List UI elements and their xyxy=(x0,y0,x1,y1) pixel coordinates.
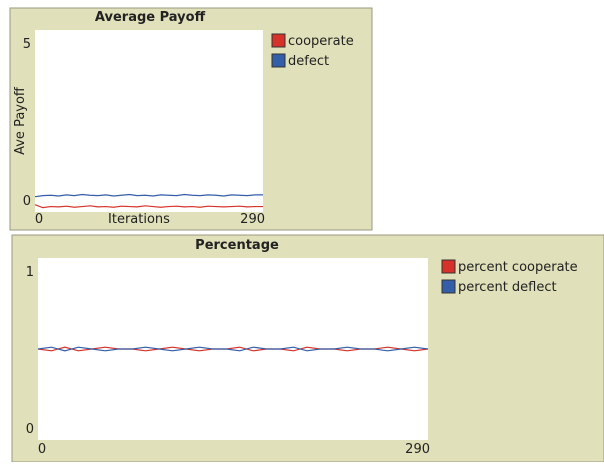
series-line xyxy=(34,193,263,198)
x-tick-label: 0 xyxy=(35,212,43,227)
legend-swatch xyxy=(271,33,286,48)
legend-label: percent cooperate xyxy=(458,260,578,275)
legend-label: defect xyxy=(288,54,329,69)
x-tick-label: 290 xyxy=(405,442,430,457)
legend-label: percent deflect xyxy=(458,280,557,295)
legend-swatch xyxy=(441,279,456,294)
x-tick-label: 0 xyxy=(38,442,46,457)
y-tick-label: 0 xyxy=(26,422,34,437)
plot-area xyxy=(35,30,263,212)
legend-label: cooperate xyxy=(288,34,354,49)
y-tick-label: 0 xyxy=(23,194,31,209)
y-axis-label: Ave Payoff xyxy=(13,86,28,155)
legend-swatch xyxy=(441,259,456,274)
y-tick-label: 5 xyxy=(23,37,31,52)
legend-swatch xyxy=(271,53,286,68)
series-line xyxy=(37,346,429,352)
x-tick-label: 290 xyxy=(240,212,265,227)
y-tick-label: 1 xyxy=(26,265,34,280)
chart-title: Percentage xyxy=(195,238,279,253)
chart-title: Average Payoff xyxy=(95,10,206,25)
x-axis-label: Iterations xyxy=(108,212,170,227)
series-line xyxy=(34,204,263,209)
